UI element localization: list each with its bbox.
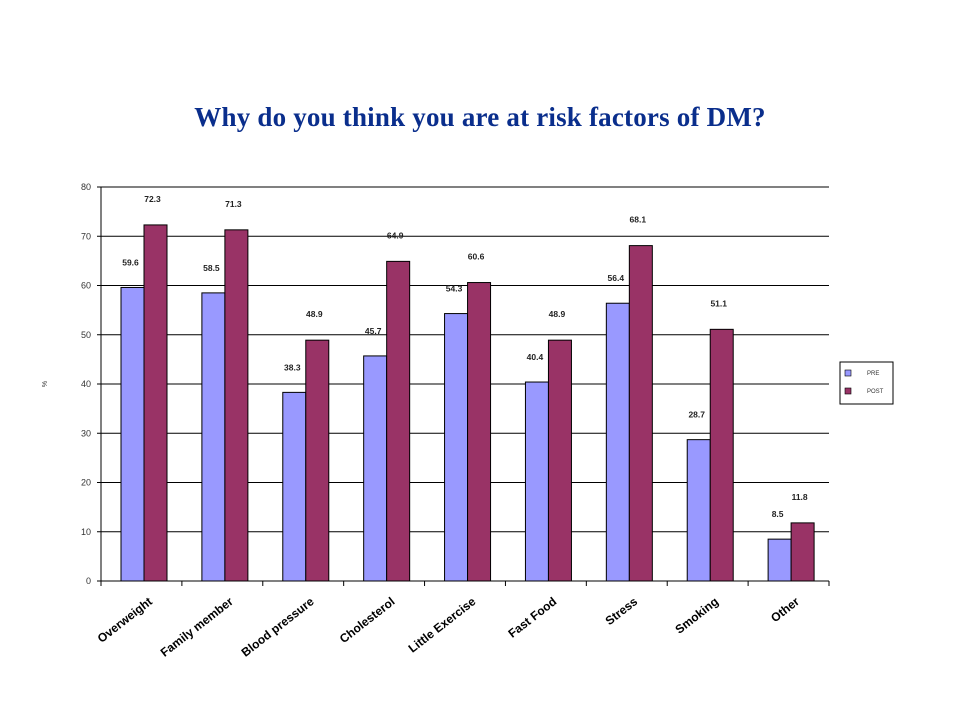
y-axis-label: % <box>42 381 49 387</box>
y-tick-label: 20 <box>81 478 91 488</box>
data-label: 51.1 <box>710 298 727 308</box>
legend-label-pre: PRE <box>867 371 879 377</box>
data-label: 71.3 <box>225 199 242 209</box>
legend-swatch-pre <box>844 369 852 377</box>
data-label: 28.7 <box>688 410 705 420</box>
data-label: 38.3 <box>284 362 301 372</box>
bar-post <box>709 328 734 582</box>
chart-title: Why do you think you are at risk factors… <box>194 102 766 132</box>
bar-pre <box>767 538 792 582</box>
data-label: 54.3 <box>446 284 463 294</box>
legend-label-post: POST <box>867 389 884 395</box>
data-label: 68.1 <box>630 215 647 225</box>
data-label: 8.5 <box>772 509 784 519</box>
data-labels: 59.6 72.3 58.5 71.3 38.3 48.9 45.7 64.9 54.3 60.6… <box>122 194 808 519</box>
x-category-label: Little Exercise <box>406 594 479 655</box>
x-category-label: Overweight <box>95 594 155 645</box>
bar-post <box>790 522 815 582</box>
bar-pre <box>605 302 630 582</box>
data-label: 64.9 <box>387 230 404 240</box>
data-label: 11.8 <box>792 492 808 502</box>
x-category-label: Blood pressure <box>239 594 317 659</box>
bar-post <box>305 339 330 582</box>
x-category-label: Smoking <box>673 594 722 636</box>
bar-post <box>628 245 653 582</box>
y-tick-label: 0 <box>86 576 91 586</box>
y-tick-label: 70 <box>81 231 91 241</box>
data-label: 48.9 <box>306 309 323 319</box>
x-category-label: Other <box>768 594 802 625</box>
bar-pre <box>363 355 388 582</box>
bar-pre <box>524 381 549 582</box>
bars <box>120 224 815 582</box>
y-tick-label: 50 <box>81 330 91 340</box>
data-label: 56.4 <box>608 273 625 283</box>
bar-pre <box>444 313 469 582</box>
y-tick-label: 80 <box>81 182 91 192</box>
bar-post <box>224 229 249 582</box>
bar-pre <box>686 439 711 582</box>
legend-box <box>839 361 894 405</box>
y-tick-label: 30 <box>81 428 91 438</box>
bar-post <box>386 260 411 582</box>
data-label: 59.6 <box>122 257 139 267</box>
y-tick-label: 60 <box>81 281 91 291</box>
x-category-label: Stress <box>603 594 641 628</box>
x-category-label: Cholesterol <box>337 594 398 646</box>
data-label: 72.3 <box>144 194 161 204</box>
bar-post <box>547 339 572 582</box>
x-category-label: Family member <box>158 594 236 659</box>
x-category-label: Fast Food <box>505 594 559 640</box>
bar-pre <box>120 286 145 582</box>
legend-swatch-post <box>844 387 852 395</box>
data-label: 40.4 <box>527 352 544 362</box>
bar-post <box>467 282 492 582</box>
data-label: 48.9 <box>549 309 566 319</box>
data-label: 58.5 <box>203 263 220 273</box>
y-tick-label: 40 <box>81 379 91 389</box>
bar-pre <box>282 391 307 582</box>
data-label: 60.6 <box>468 252 485 262</box>
legend: PRE POST <box>839 361 894 405</box>
bar-pre <box>201 292 226 582</box>
y-tick-label: 10 <box>81 527 91 537</box>
data-label: 45.7 <box>365 326 382 336</box>
bar-post <box>143 224 168 582</box>
